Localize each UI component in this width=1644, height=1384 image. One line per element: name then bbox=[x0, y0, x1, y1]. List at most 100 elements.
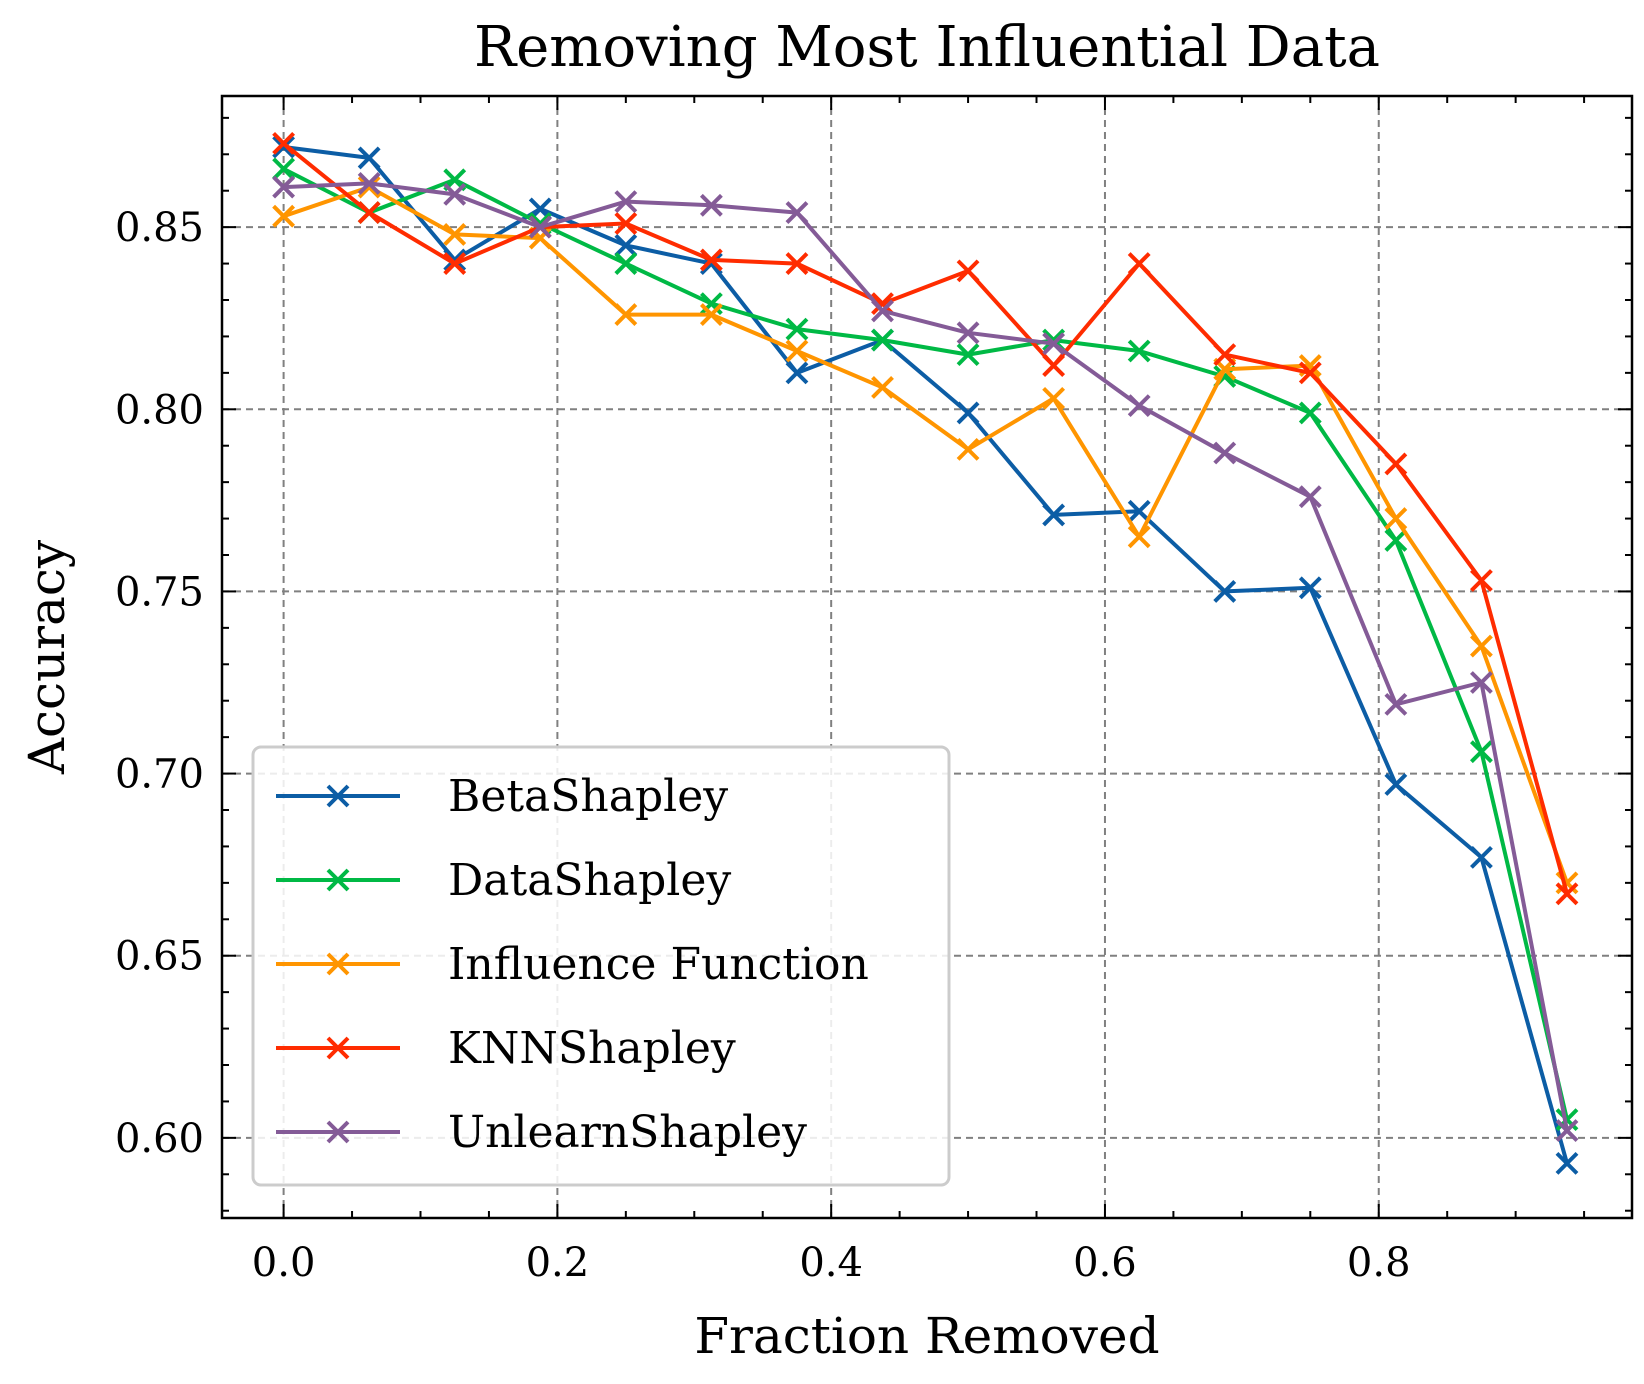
data-point-marker bbox=[1470, 569, 1493, 592]
data-point-marker bbox=[614, 190, 638, 214]
data-point-marker bbox=[1042, 386, 1066, 410]
y-tick-label: 0.65 bbox=[115, 934, 204, 980]
x-tick-label: 0.6 bbox=[1073, 1240, 1137, 1286]
y-tick-label: 0.70 bbox=[115, 752, 204, 798]
data-point-marker bbox=[1555, 1119, 1579, 1142]
data-point-marker bbox=[1470, 671, 1493, 694]
legend-entry: UnlearnShapley bbox=[276, 1107, 807, 1158]
data-point-marker bbox=[1384, 507, 1408, 530]
data-point-marker bbox=[1127, 339, 1151, 363]
legend-entry: Influence Function bbox=[276, 939, 869, 990]
data-point-marker bbox=[443, 182, 467, 206]
data-point-marker bbox=[443, 223, 467, 246]
data-point-marker bbox=[1384, 692, 1408, 716]
data-point-marker bbox=[699, 303, 723, 326]
data-point-marker bbox=[272, 131, 296, 155]
data-point-marker bbox=[785, 252, 809, 275]
series-line bbox=[283, 181, 1569, 1131]
data-point-marker bbox=[357, 201, 381, 224]
legend-entry: DataShapley bbox=[276, 855, 731, 906]
data-point-marker bbox=[1213, 441, 1237, 465]
y-tick-label: 0.60 bbox=[115, 1116, 204, 1162]
data-point-marker bbox=[1042, 503, 1066, 527]
data-point-marker bbox=[956, 343, 980, 367]
data-point-marker bbox=[1555, 1151, 1579, 1175]
data-point-marker bbox=[357, 175, 381, 199]
data-point-marker bbox=[699, 193, 723, 217]
data-point-marker bbox=[1127, 499, 1151, 523]
y-tick-label: 0.80 bbox=[115, 387, 204, 433]
series-knnshapley bbox=[272, 131, 1579, 906]
data-point-marker bbox=[443, 252, 467, 275]
series-unlearnshapley bbox=[272, 172, 1579, 1142]
series-line bbox=[282, 185, 1569, 884]
legend-swatch-marker bbox=[326, 1036, 350, 1060]
data-point-marker bbox=[785, 201, 809, 224]
chart-title: Removing Most Influential Data bbox=[474, 15, 1380, 80]
legend-swatch-marker bbox=[326, 868, 350, 892]
legend: BetaShapley DataShapley Influence Function… bbox=[251, 745, 951, 1187]
x-tick-label: 0.0 bbox=[252, 1240, 316, 1286]
data-point-marker bbox=[1127, 252, 1151, 275]
legend-swatch-marker bbox=[326, 952, 350, 976]
data-point-marker bbox=[956, 401, 980, 425]
data-point-marker bbox=[871, 292, 894, 316]
data-point-marker bbox=[272, 135, 296, 159]
x-tick-label: 0.4 bbox=[799, 1240, 863, 1286]
data-point-marker bbox=[272, 204, 296, 228]
data-point-marker bbox=[1555, 882, 1579, 906]
data-point-marker bbox=[272, 175, 296, 199]
legend-entry: BetaShapley bbox=[276, 771, 728, 822]
data-point-marker bbox=[785, 361, 809, 385]
data-point-marker bbox=[1384, 529, 1408, 552]
data-point-marker bbox=[1213, 580, 1237, 603]
data-point-marker bbox=[1127, 394, 1151, 418]
data-point-marker bbox=[272, 157, 296, 181]
x-tick-label: 0.8 bbox=[1347, 1240, 1411, 1286]
data-point-marker bbox=[956, 259, 980, 283]
series-line bbox=[282, 167, 1569, 1121]
x-tick-labels: 0.0 0.2 0.4 0.6 0.8 bbox=[252, 1240, 1411, 1286]
data-point-marker bbox=[1042, 332, 1066, 356]
data-point-marker bbox=[614, 303, 638, 326]
data-point-marker bbox=[614, 252, 638, 275]
data-point-marker bbox=[1384, 452, 1408, 476]
x-axis-label: Fraction Removed bbox=[694, 1307, 1159, 1365]
x-tick-label: 0.2 bbox=[526, 1240, 590, 1286]
data-point-marker bbox=[871, 376, 894, 399]
legend-label: UnlearnShapley bbox=[448, 1107, 807, 1158]
legend-label: BetaShapley bbox=[448, 771, 728, 822]
y-axis-label: Accuracy bbox=[18, 539, 76, 775]
legend-swatch-marker bbox=[326, 1120, 350, 1144]
data-point-marker bbox=[443, 248, 467, 272]
axis-ticks bbox=[222, 96, 1632, 1218]
data-point-marker bbox=[871, 328, 894, 352]
y-tick-labels: 0.60 0.65 0.70 0.75 0.80 0.85 bbox=[115, 205, 204, 1162]
data-point-marker bbox=[1298, 485, 1322, 509]
data-point-marker bbox=[1298, 361, 1322, 385]
data-point-marker bbox=[785, 317, 809, 341]
data-point-marker bbox=[1298, 401, 1322, 425]
data-point-marker bbox=[614, 233, 638, 257]
data-point-marker bbox=[1298, 576, 1322, 600]
series-line bbox=[282, 141, 1569, 895]
y-tick-label: 0.75 bbox=[115, 569, 204, 615]
data-point-marker bbox=[614, 212, 638, 235]
data-point-marker bbox=[357, 146, 381, 170]
data-point-marker bbox=[1384, 773, 1408, 796]
data-point-marker bbox=[871, 299, 894, 323]
data-point-marker bbox=[528, 215, 552, 239]
data-point-marker bbox=[1470, 634, 1493, 658]
data-point-marker bbox=[1470, 740, 1493, 764]
legend-swatch-marker bbox=[326, 784, 350, 808]
series-group bbox=[272, 131, 1579, 1175]
plot-frame bbox=[220, 94, 1634, 1220]
data-point-marker bbox=[1127, 525, 1151, 549]
data-point-marker bbox=[956, 437, 980, 461]
legend-label: Influence Function bbox=[448, 939, 869, 990]
data-point-marker bbox=[1213, 343, 1237, 367]
data-point-marker bbox=[956, 321, 980, 345]
data-point-marker bbox=[357, 172, 381, 195]
data-point-marker bbox=[1042, 354, 1066, 377]
